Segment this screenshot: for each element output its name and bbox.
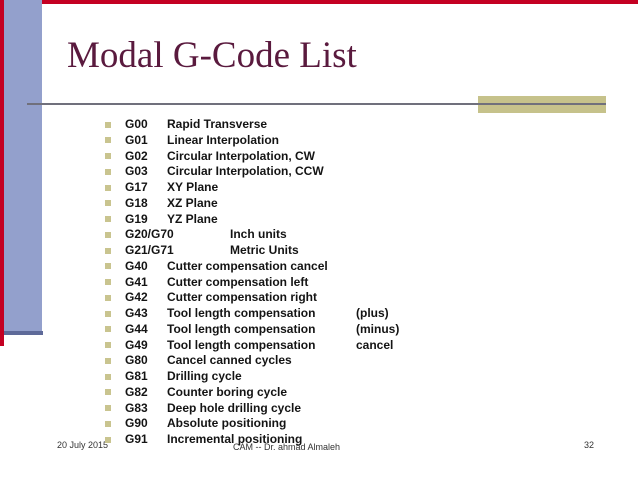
gcode-desc: XZ Plane <box>167 195 218 210</box>
gcode-desc: Inch units <box>230 227 287 242</box>
gcode-desc: Cutter compensation cancel <box>167 258 328 273</box>
gcode-code: G42 <box>125 290 148 305</box>
bullet-square-icon <box>105 184 111 191</box>
gcode-code: G00 <box>125 117 148 131</box>
gcode-list-item: G41 Cutter compensation left <box>0 275 638 291</box>
gcode-code: G21/G71 <box>125 243 174 257</box>
bullet-square-icon <box>105 216 111 222</box>
sidebar-accent-bar <box>0 0 42 331</box>
gcode-desc-extra: cancel <box>356 337 394 352</box>
gcode-code: G49 <box>125 337 148 352</box>
gcode-desc: Incremental positioning <box>167 432 303 446</box>
gcode-code: G82 <box>125 384 148 399</box>
gcode-list-item: G82 Counter boring cycle <box>0 385 638 401</box>
sidebar-bottom-edge <box>0 331 43 335</box>
gcode-list-item: G44 Tool length compensation (minus) <box>0 322 638 338</box>
gcode-list-item: G80 Cancel canned cycles <box>0 353 638 369</box>
bullet-square-icon <box>105 153 111 159</box>
bullet-square-icon <box>105 263 111 270</box>
gcode-desc: Tool length compensation <box>167 337 316 352</box>
gcode-list-item: G90 Absolute positioning <box>0 416 638 432</box>
gcode-desc: Circular Interpolation, CCW <box>167 164 324 179</box>
bullet-square-icon <box>105 294 111 301</box>
gcode-list-item: G21/G71 Metric Units <box>0 243 638 259</box>
gcode-list-item: G17 XY Plane <box>0 180 638 196</box>
gcode-list: G00 Rapid Transverse G01 Linear Interpol… <box>0 117 638 448</box>
gcode-list-item: G43 Tool length compensation (plus) <box>0 306 638 322</box>
gcode-desc: Cutter compensation right <box>167 290 318 305</box>
gcode-list-item: G83 Deep hole drilling cycle <box>0 401 638 417</box>
bullet-square-icon <box>105 420 111 427</box>
gcode-desc: Counter boring cycle <box>167 384 288 399</box>
gcode-desc-extra: (plus) <box>356 306 389 320</box>
gcode-list-item: G91 Incremental positioning <box>0 432 638 448</box>
gcode-list-item: G20/G70 Inch units <box>0 227 638 243</box>
gcode-desc: Absolute positioning <box>167 416 287 431</box>
bullet-square-icon <box>105 389 111 396</box>
gcode-desc: YZ Plane <box>167 211 218 226</box>
page-title: Modal G-Code List <box>67 35 357 76</box>
gcode-code: G18 <box>125 195 148 210</box>
bullet-square-icon <box>105 342 111 348</box>
gcode-code: G91 <box>125 432 148 446</box>
bullet-square-icon <box>105 357 111 364</box>
gcode-code: G19 <box>125 211 148 226</box>
gcode-desc: XY Plane <box>167 180 219 194</box>
gcode-code: G17 <box>125 180 148 194</box>
gcode-code: G01 <box>125 132 148 147</box>
gcode-desc-extra: (minus) <box>356 321 400 336</box>
left-red-strip <box>0 0 4 346</box>
gcode-code: G40 <box>125 258 148 273</box>
footer-page-number: 32 <box>584 440 595 450</box>
gcode-desc: Cancel canned cycles <box>167 353 292 368</box>
gcode-list-item: G00 Rapid Transverse <box>0 117 638 133</box>
gcode-code: G81 <box>125 369 148 383</box>
bullet-square-icon <box>105 436 111 443</box>
gcode-list-item: G19 YZ Plane <box>0 212 638 228</box>
bullet-square-icon <box>105 231 111 238</box>
gcode-desc: Rapid Transverse <box>167 117 268 131</box>
bullet-square-icon <box>105 121 111 128</box>
gcode-list-item: G42 Cutter compensation right <box>0 290 638 306</box>
gcode-list-item: G18 XZ Plane <box>0 196 638 212</box>
bullet-square-icon <box>105 200 111 207</box>
gcode-desc: Linear Interpolation <box>167 132 280 147</box>
bullet-square-icon <box>105 405 111 411</box>
gcode-desc: Circular Interpolation, CW <box>167 148 316 163</box>
gcode-list-item: G40 Cutter compensation cancel <box>0 259 638 275</box>
bullet-square-icon <box>105 247 111 254</box>
gcode-code: G80 <box>125 353 148 368</box>
gcode-list-item: G01 Linear Interpolation <box>0 133 638 149</box>
bullet-square-icon <box>105 168 111 175</box>
gcode-code: G43 <box>125 306 148 320</box>
gcode-list-item: G81 Drilling cycle <box>0 369 638 385</box>
gcode-desc: Tool length compensation <box>167 306 316 320</box>
footer-date: 20 July 2015 <box>57 440 109 450</box>
footer-credit: CAM -- Dr. ahmad Almaleh <box>233 442 341 452</box>
bullet-square-icon <box>105 310 111 317</box>
gcode-desc: Tool length compensation <box>167 321 316 336</box>
gcode-code: G83 <box>125 400 148 415</box>
gcode-code: G41 <box>125 274 148 289</box>
bullet-square-icon <box>105 326 111 333</box>
gcode-code: G02 <box>125 148 148 163</box>
bullet-square-icon <box>105 137 111 144</box>
gcode-list-item: G49 Tool length compensation cancel <box>0 338 638 354</box>
title-underline <box>27 103 606 105</box>
gcode-desc: Deep hole drilling cycle <box>167 400 302 415</box>
bullet-square-icon <box>105 279 111 285</box>
gcode-list-item: G02 Circular Interpolation, CW <box>0 149 638 165</box>
gcode-desc: Cutter compensation left <box>167 274 309 289</box>
gcode-desc: Drilling cycle <box>167 369 242 383</box>
gcode-code: G03 <box>125 164 148 179</box>
gcode-code: G90 <box>125 416 148 431</box>
gcode-desc: Metric Units <box>230 243 299 257</box>
gcode-list-item: G03 Circular Interpolation, CCW <box>0 164 638 180</box>
gcode-code: G44 <box>125 321 148 336</box>
gcode-code: G20/G70 <box>125 227 174 242</box>
top-red-strip <box>42 0 638 4</box>
bullet-square-icon <box>105 373 111 380</box>
